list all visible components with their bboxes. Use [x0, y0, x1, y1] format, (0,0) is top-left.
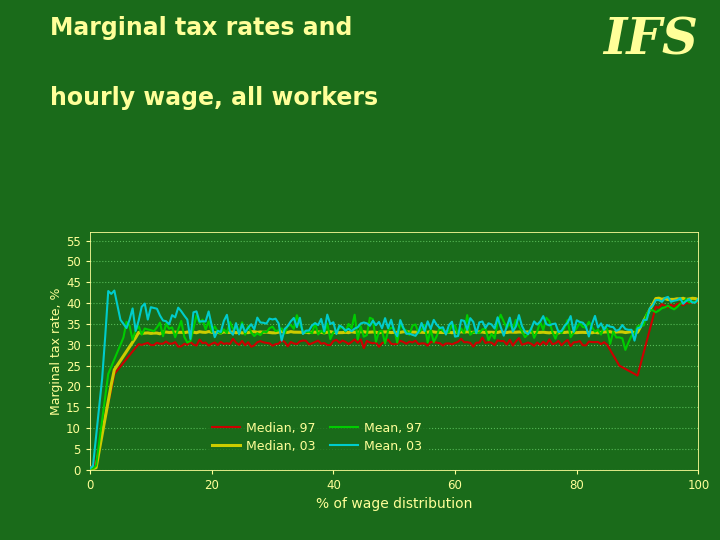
- Text: hourly wage, all workers: hourly wage, all workers: [50, 86, 379, 110]
- Y-axis label: Marginal tax rate, %: Marginal tax rate, %: [50, 287, 63, 415]
- X-axis label: % of wage distribution: % of wage distribution: [316, 497, 472, 511]
- Text: IFS: IFS: [603, 16, 698, 65]
- Legend: Median, 97, Median, 03, Mean, 97, Mean, 03: Median, 97, Median, 03, Mean, 97, Mean, …: [206, 415, 428, 459]
- Text: Marginal tax rates and: Marginal tax rates and: [50, 16, 353, 40]
